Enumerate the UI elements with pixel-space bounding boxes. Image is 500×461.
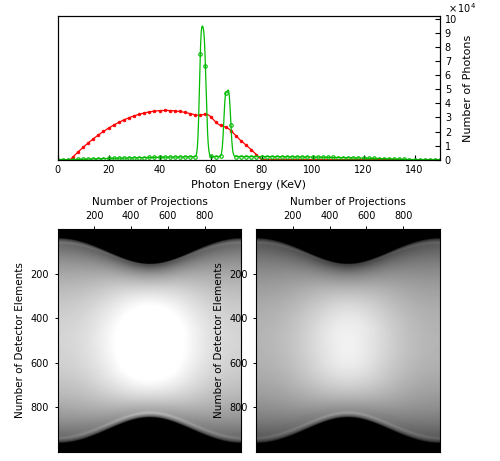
X-axis label: Number of Projections: Number of Projections (92, 197, 208, 207)
X-axis label: Number of Projections: Number of Projections (290, 197, 406, 207)
Y-axis label: Number of Photons: Number of Photons (462, 34, 472, 142)
X-axis label: Photon Energy (KeV): Photon Energy (KeV) (191, 180, 306, 190)
Y-axis label: Number of Detector Elements: Number of Detector Elements (15, 263, 25, 419)
Text: $\times\,10^4$: $\times\,10^4$ (448, 1, 476, 15)
Y-axis label: Number of Detector Elements: Number of Detector Elements (214, 263, 224, 419)
